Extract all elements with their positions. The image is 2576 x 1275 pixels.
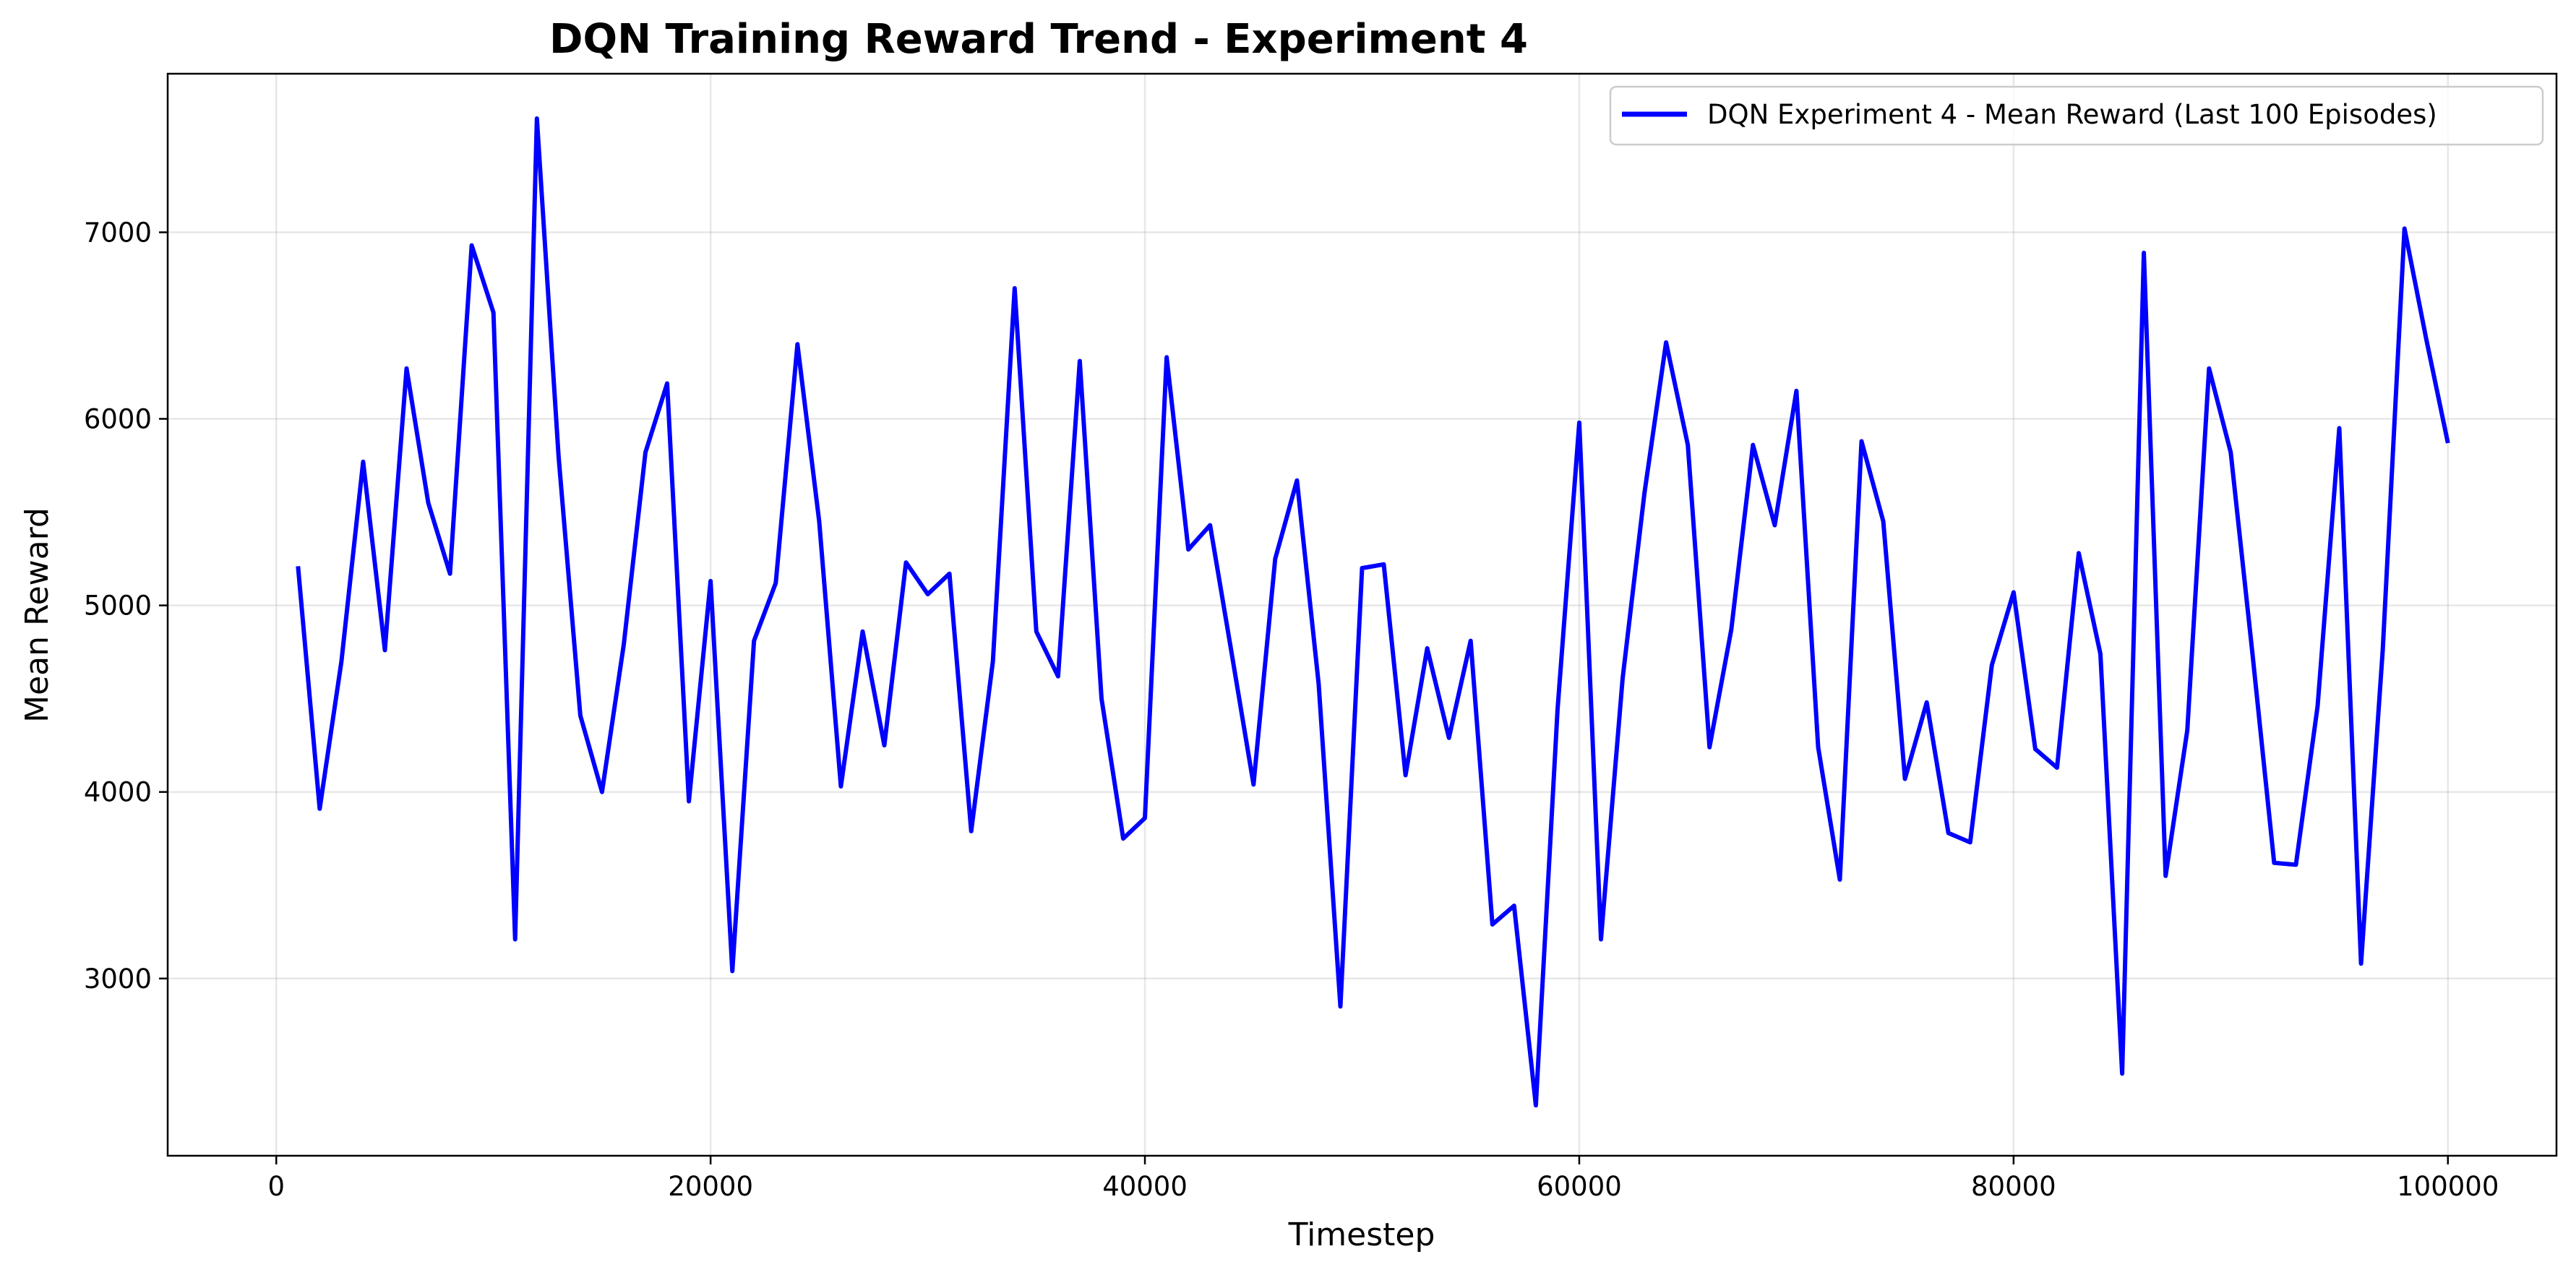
- series-layer: [296, 116, 2450, 1108]
- x-tick-label: 20000: [668, 1171, 753, 1202]
- y-tick-label: 3000: [84, 963, 152, 995]
- gridlines: [168, 74, 2556, 1156]
- legend-label: DQN Experiment 4 - Mean Reward (Last 100…: [1707, 99, 2437, 130]
- y-axis-label: Mean Reward: [19, 507, 56, 723]
- x-axis-label: Timestep: [1288, 1216, 1435, 1253]
- y-tick-label: 5000: [84, 591, 152, 622]
- x-tick-label: 100000: [2397, 1171, 2499, 1202]
- y-tick-label: 4000: [84, 777, 152, 808]
- x-tick-label: 0: [267, 1171, 285, 1202]
- legend-box: [1609, 85, 2544, 146]
- x-tick-label: 40000: [1102, 1171, 1188, 1202]
- y-tick-label: 7000: [84, 217, 152, 248]
- legend: DQN Experiment 4 - Mean Reward (Last 100…: [1609, 85, 2544, 146]
- series-line-0: [296, 116, 2450, 1108]
- axis-ticks: 0 20000 40000 60000 80000 100000 3000 4000 5000 6…: [84, 217, 2499, 1202]
- chart-title: DQN Training Reward Trend - Experiment 4: [549, 16, 1528, 63]
- y-tick-label: 6000: [84, 403, 152, 434]
- x-tick-label: 80000: [1971, 1171, 2056, 1202]
- plot-frame: [166, 72, 2558, 1157]
- x-tick-label: 60000: [1537, 1171, 1622, 1202]
